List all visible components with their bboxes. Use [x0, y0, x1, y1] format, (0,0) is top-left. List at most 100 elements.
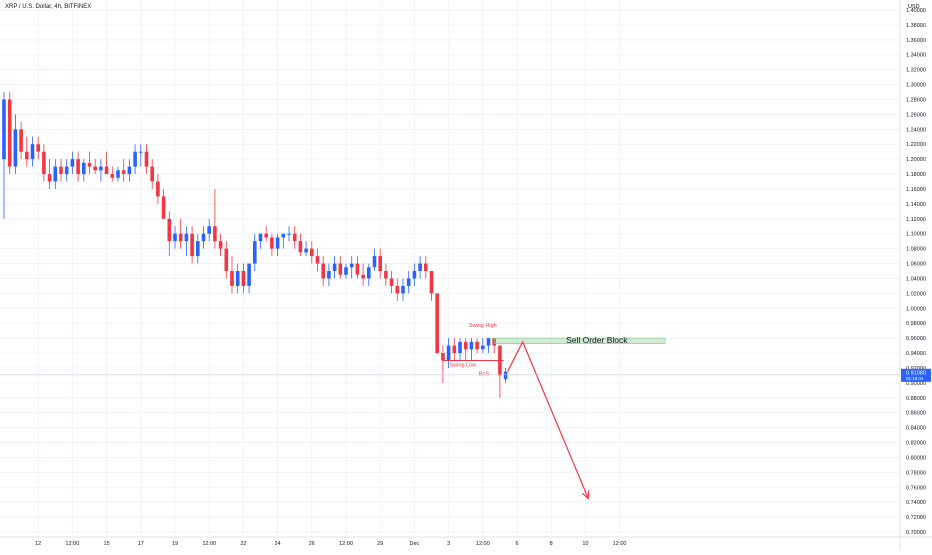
candle-body [264, 233, 268, 238]
candle-body [304, 248, 308, 253]
candle-body [435, 293, 439, 354]
candle [292, 226, 297, 249]
candle-body [469, 341, 474, 350]
candle-body [127, 166, 132, 175]
candle [418, 256, 422, 279]
candle [7, 92, 12, 175]
candle [213, 188, 217, 249]
projection-arrowhead [581, 490, 590, 500]
candle-body [247, 263, 251, 286]
candle [275, 233, 280, 257]
candle-body [36, 144, 40, 152]
projection-path [507, 340, 589, 499]
price-tick-label: 0.90000 [906, 381, 926, 387]
candle-body [481, 345, 485, 350]
time-tick-label: 3 [447, 541, 450, 547]
price-tick-label: 1.04000 [906, 276, 926, 282]
candle [486, 338, 491, 354]
candle-body [372, 256, 377, 268]
candle-body [25, 151, 29, 160]
candle [344, 263, 348, 279]
candle [76, 151, 80, 182]
price-tick-label: 0.72000 [906, 515, 926, 521]
current-price-tag [901, 368, 931, 382]
price-tick-label: 0.96000 [906, 336, 926, 342]
candle [395, 278, 400, 301]
candle [13, 114, 18, 175]
candle-body [475, 341, 479, 350]
candle-body [338, 263, 343, 275]
candle-body [87, 162, 92, 167]
candle [93, 159, 97, 175]
price-tick-label: 1.12000 [906, 217, 926, 223]
price-tick-label: 1.18000 [906, 172, 926, 178]
time-axis[interactable]: 12 12:00 15 17 19 12:00 22 24 26 12:00 29 Dec 3 12:00… [0, 536, 932, 547]
candle [384, 263, 388, 286]
candle-body [401, 285, 405, 294]
candle-body [230, 271, 234, 286]
candle [446, 338, 451, 368]
candle-body [53, 166, 58, 182]
candle [355, 256, 360, 279]
candle [218, 233, 223, 257]
time-tick-label: 15 [104, 541, 110, 547]
candle-body [133, 151, 137, 167]
candle-body [253, 241, 257, 264]
candle [30, 136, 35, 167]
candle-body [258, 233, 263, 242]
candle-body [344, 267, 348, 275]
candle [503, 367, 508, 383]
candle-body [19, 129, 23, 152]
candle [481, 338, 485, 354]
candle [235, 263, 240, 294]
candle [435, 293, 439, 354]
candle-body [144, 151, 149, 167]
price-tick-label: 0.86000 [906, 411, 926, 417]
candle [59, 159, 63, 182]
candle-body [110, 174, 115, 178]
candle-body [270, 237, 274, 249]
candle [338, 256, 343, 279]
candle [253, 233, 257, 271]
time-tick-label: 12:00 [339, 541, 353, 547]
candle-body [156, 181, 160, 197]
candle [19, 121, 23, 160]
sell-order-block-zone [493, 337, 666, 345]
candle [224, 241, 229, 279]
candle-body [349, 263, 354, 268]
candle-body [64, 166, 69, 175]
candle-body [441, 353, 445, 361]
time-tick-label: 12:00 [476, 541, 490, 547]
price-tick-label: 1.40000 [906, 8, 926, 14]
candle [161, 188, 166, 219]
candle [304, 241, 308, 257]
price-tick-label: 1.22000 [906, 142, 926, 148]
candle [298, 233, 303, 257]
candle [241, 263, 246, 294]
candle-body [47, 174, 52, 182]
current-price-label: 0.91080 [906, 370, 926, 376]
candle-body [321, 263, 325, 279]
candle-body [173, 233, 177, 242]
candle [315, 248, 320, 271]
candle [87, 151, 92, 175]
candle-body [93, 166, 97, 171]
candle [372, 248, 377, 271]
candle-body [235, 271, 240, 286]
candle [82, 159, 86, 182]
candle-body [378, 256, 382, 271]
candle [196, 233, 200, 264]
candle [321, 256, 325, 286]
candle [264, 226, 268, 242]
candle [36, 136, 40, 160]
candle-body [116, 170, 120, 178]
candle-body [178, 233, 183, 242]
price-tick-label: 1.00000 [906, 306, 926, 312]
candle-body [190, 233, 194, 257]
candle-body [201, 233, 206, 242]
time-tick-label: 12 [35, 541, 41, 547]
